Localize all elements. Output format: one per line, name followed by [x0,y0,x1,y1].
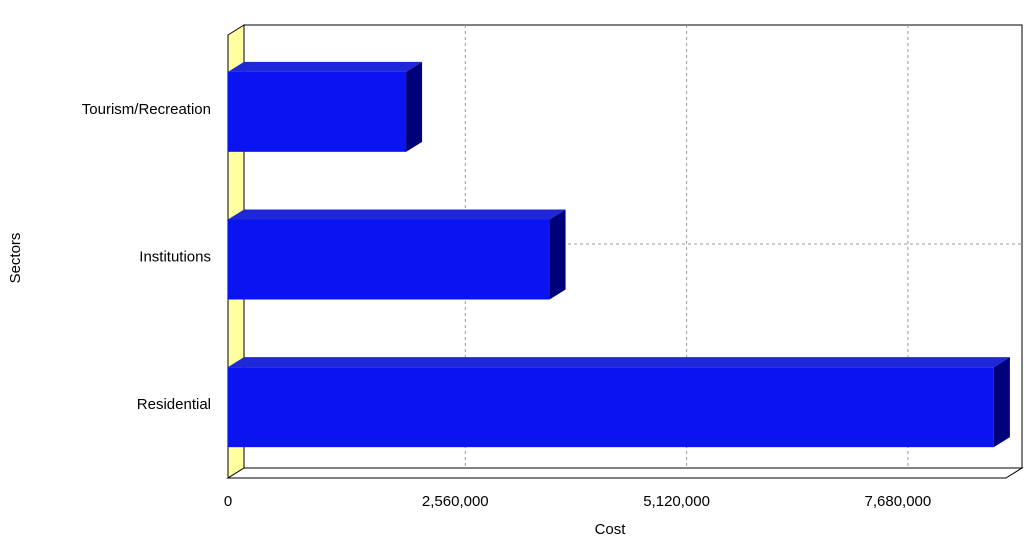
bar-front-face [228,219,550,300]
category-label-2: Residential [137,396,211,413]
x-tick-label-1: 2,560,000 [422,493,489,510]
y-axis-title: Sectors [7,233,24,284]
bar-2 [228,357,1010,448]
x-tick-label-0: 0 [224,493,232,510]
x-tick-label-2: 5,120,000 [643,493,710,510]
bar-1 [228,209,566,300]
bar-top-face [228,209,566,220]
chart-floor [226,467,1024,479]
bar-front-face [228,367,994,448]
bar-side-face [549,209,566,300]
x-tick-label-3: 7,680,000 [865,493,932,510]
bar-front-face [228,71,407,152]
bars [228,61,1010,448]
bar-0 [228,61,423,152]
gridlines [244,25,1022,468]
x-axis-title: Cost [595,521,627,538]
category-labels: Tourism/Recreation Institutions Residentia… [82,101,211,413]
bar-top-face [228,357,1010,368]
bar-top-face [228,61,423,72]
x-tick-labels: 0 2,560,000 5,120,000 7,680,000 [224,493,931,510]
category-label-1: Institutions [139,249,211,266]
bar-side-face [993,357,1010,448]
category-label-0: Tourism/Recreation [82,101,211,118]
bar-side-face [406,61,423,152]
